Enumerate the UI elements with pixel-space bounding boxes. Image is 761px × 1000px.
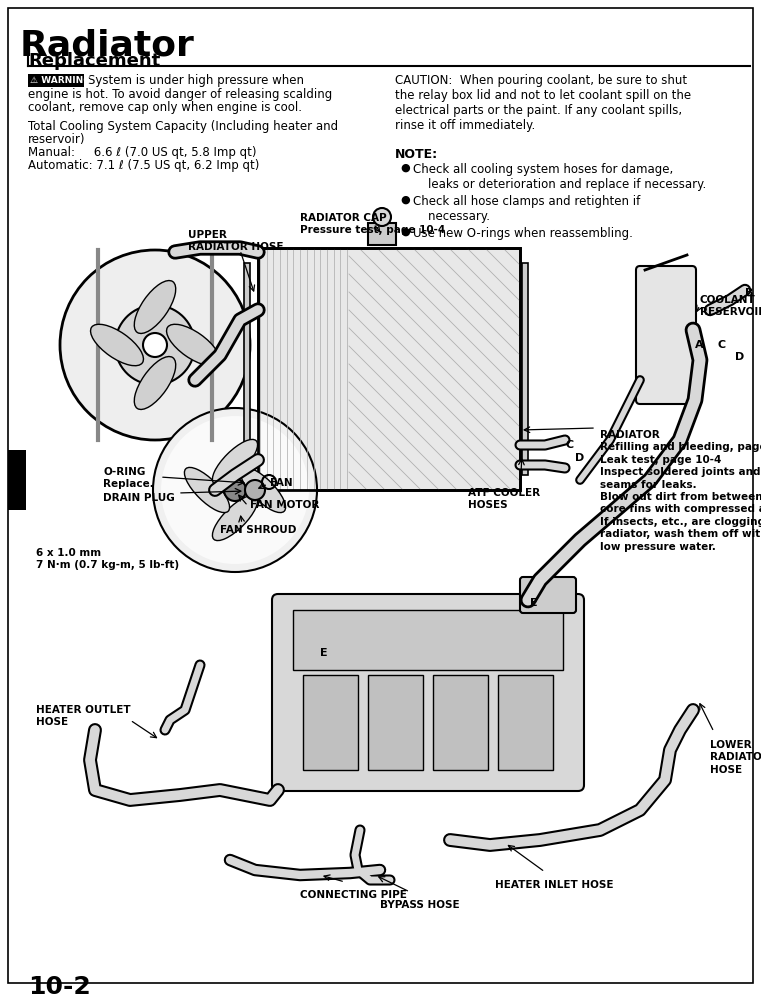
Circle shape [115, 305, 195, 385]
Ellipse shape [212, 495, 257, 541]
Circle shape [245, 480, 265, 500]
Text: UPPER
RADIATOR HOSE: UPPER RADIATOR HOSE [188, 230, 284, 252]
Ellipse shape [134, 357, 176, 409]
Bar [293, 610, 563, 670]
Text: E: E [320, 648, 328, 658]
Bar [303, 675, 358, 770]
Bar [368, 675, 423, 770]
Text: Automatic: 7.1 ℓ (7.5 US qt, 6.2 Imp qt): Automatic: 7.1 ℓ (7.5 US qt, 6.2 Imp qt) [28, 159, 260, 172]
Text: FAN SHROUD: FAN SHROUD [220, 525, 296, 535]
Text: BYPASS HOSE: BYPASS HOSE [380, 900, 460, 910]
Bar [433, 675, 488, 770]
Bar [28, 74, 84, 87]
Text: COOLANT
RESERVOIR: COOLANT RESERVOIR [700, 295, 761, 317]
Text: O-RING
Replace.: O-RING Replace. [103, 467, 154, 489]
Text: HEATER OUTLET
HOSE: HEATER OUTLET HOSE [36, 705, 131, 727]
Circle shape [60, 250, 250, 440]
Bar [8, 450, 26, 510]
Text: Radiator: Radiator [20, 28, 195, 62]
Circle shape [373, 208, 391, 226]
Text: Check all hose clamps and retighten if
    necessary.: Check all hose clamps and retighten if n… [413, 195, 640, 223]
Ellipse shape [212, 439, 257, 485]
Text: ●: ● [400, 195, 409, 205]
Text: E: E [530, 598, 537, 608]
Bar [522, 263, 528, 475]
Text: RADIATOR CAP
Pressure test, page 10-4: RADIATOR CAP Pressure test, page 10-4 [300, 213, 445, 235]
Text: CAUTION:  When pouring coolant, be sure to shut
the relay box lid and not to let: CAUTION: When pouring coolant, be sure t… [395, 74, 691, 132]
Text: coolant, remove cap only when engine is cool.: coolant, remove cap only when engine is … [28, 101, 302, 114]
Text: A: A [695, 340, 704, 350]
Text: LOWER
RADIATOR
HOSE: LOWER RADIATOR HOSE [710, 740, 761, 775]
Text: ⚠ WARNING: ⚠ WARNING [30, 76, 91, 85]
Text: RADIATOR
Refilling and bleeding, page 10-3
Leak test, page 10-4
Inspect soldered: RADIATOR Refilling and bleeding, page 10… [600, 430, 761, 552]
Text: ●: ● [400, 163, 409, 173]
Text: Check all cooling system hoses for damage,
    leaks or deterioration and replac: Check all cooling system hoses for damag… [413, 163, 706, 191]
FancyBboxPatch shape [272, 594, 584, 791]
Bar [258, 248, 520, 490]
Text: B: B [745, 288, 753, 298]
Text: Total Cooling System Capacity (Including heater and: Total Cooling System Capacity (Including… [28, 120, 338, 133]
Text: NOTE:: NOTE: [395, 148, 438, 161]
Text: 10-2: 10-2 [28, 975, 91, 999]
FancyBboxPatch shape [636, 266, 696, 404]
Bar [244, 263, 250, 475]
Text: ATF COOLER
HOSES: ATF COOLER HOSES [468, 488, 540, 510]
Bar [258, 248, 520, 490]
Circle shape [143, 333, 167, 357]
Circle shape [224, 479, 246, 501]
Text: Replacement: Replacement [28, 52, 161, 70]
Text: CONNECTING PIPE: CONNECTING PIPE [300, 890, 407, 900]
Text: Use new O-rings when reassembling.: Use new O-rings when reassembling. [413, 227, 633, 240]
Circle shape [161, 416, 309, 564]
Text: D: D [735, 352, 744, 362]
Text: D: D [575, 453, 584, 463]
Circle shape [153, 408, 317, 572]
Ellipse shape [167, 324, 219, 366]
Text: Manual:     6.6 ℓ (7.0 US qt, 5.8 Imp qt): Manual: 6.6 ℓ (7.0 US qt, 5.8 Imp qt) [28, 146, 256, 159]
Text: reservoir): reservoir) [28, 133, 85, 146]
Text: C: C [718, 340, 726, 350]
Text: HEATER INLET HOSE: HEATER INLET HOSE [495, 880, 613, 890]
Bar [498, 675, 553, 770]
Text: C: C [565, 440, 573, 450]
Text: ●: ● [400, 227, 409, 237]
Ellipse shape [240, 467, 285, 513]
Bar [368, 223, 396, 245]
FancyBboxPatch shape [520, 577, 576, 613]
Ellipse shape [184, 467, 230, 513]
Text: FAN MOTOR: FAN MOTOR [250, 500, 320, 510]
Ellipse shape [91, 324, 144, 366]
Text: 6 x 1.0 mm
7 N·m (0.7 kg-m, 5 lb-ft): 6 x 1.0 mm 7 N·m (0.7 kg-m, 5 lb-ft) [36, 548, 179, 570]
Text: DRAIN PLUG: DRAIN PLUG [103, 493, 175, 503]
Text: engine is hot. To avoid danger of releasing scalding: engine is hot. To avoid danger of releas… [28, 88, 333, 101]
Text: System is under high pressure when: System is under high pressure when [88, 74, 304, 87]
Ellipse shape [134, 281, 176, 333]
Text: FAN: FAN [270, 478, 293, 488]
